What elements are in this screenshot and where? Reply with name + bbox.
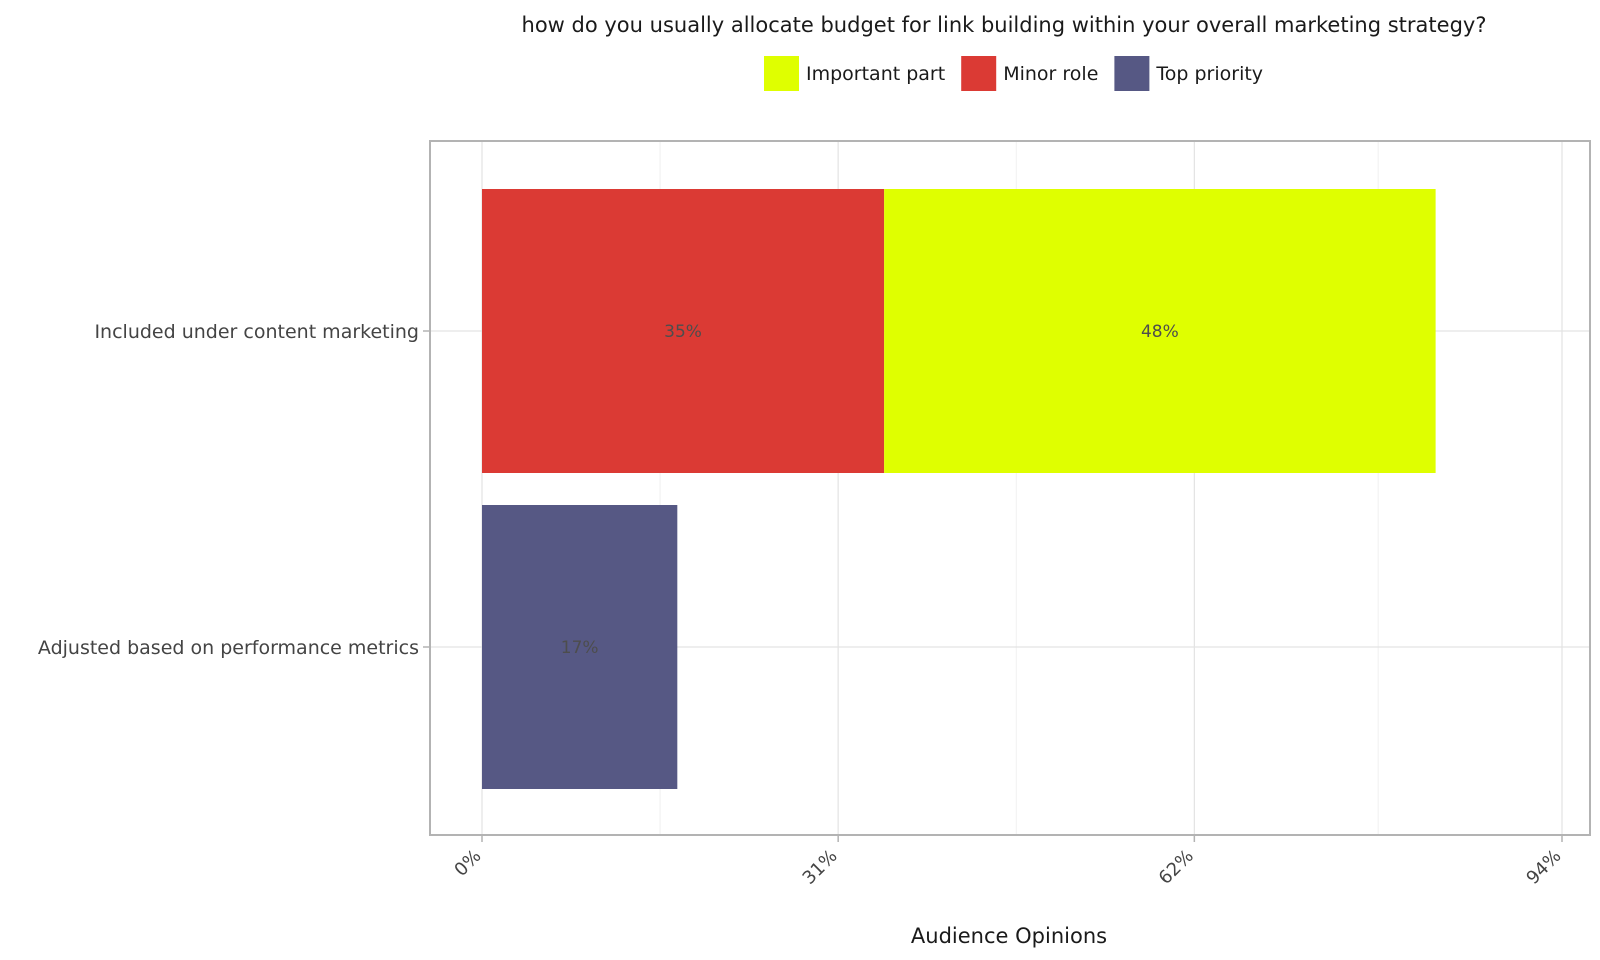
legend: Important part Minor role Top priority: [764, 56, 1263, 91]
x-axis-label: Audience Opinions: [911, 924, 1107, 948]
y-tick-label: Adjusted based on performance metrics: [38, 637, 419, 659]
bar-minor-role: [482, 189, 885, 473]
x-tick-label: 31%: [799, 846, 842, 889]
bar-important-part: [884, 189, 1436, 473]
legend-label: Top priority: [1155, 63, 1263, 85]
chart-title: how do you usually allocate budget for l…: [522, 13, 1487, 37]
x-tick-label: 0%: [450, 846, 485, 881]
legend-swatch: [961, 56, 997, 91]
y-tick-label: Included under content marketing: [94, 321, 419, 343]
bar-value-label: 48%: [1141, 322, 1179, 342]
x-tick-label: 62%: [1155, 846, 1198, 889]
bar-value-label: 17%: [561, 638, 599, 658]
y-axis: Included under content marketing Adjusted…: [38, 321, 430, 659]
legend-swatch: [764, 56, 799, 91]
bars: 35% 48% 17%: [482, 189, 1436, 789]
bar-value-label: 35%: [664, 322, 702, 342]
legend-label: Minor role: [1003, 63, 1098, 85]
x-axis: 0% 31% 62% 94%: [450, 835, 1566, 889]
bar-top-priority: [482, 505, 678, 789]
x-tick-label: 94%: [1522, 846, 1565, 889]
legend-label: Important part: [806, 63, 945, 85]
plot-border: [429, 140, 1591, 836]
legend-swatch: [1114, 56, 1150, 91]
